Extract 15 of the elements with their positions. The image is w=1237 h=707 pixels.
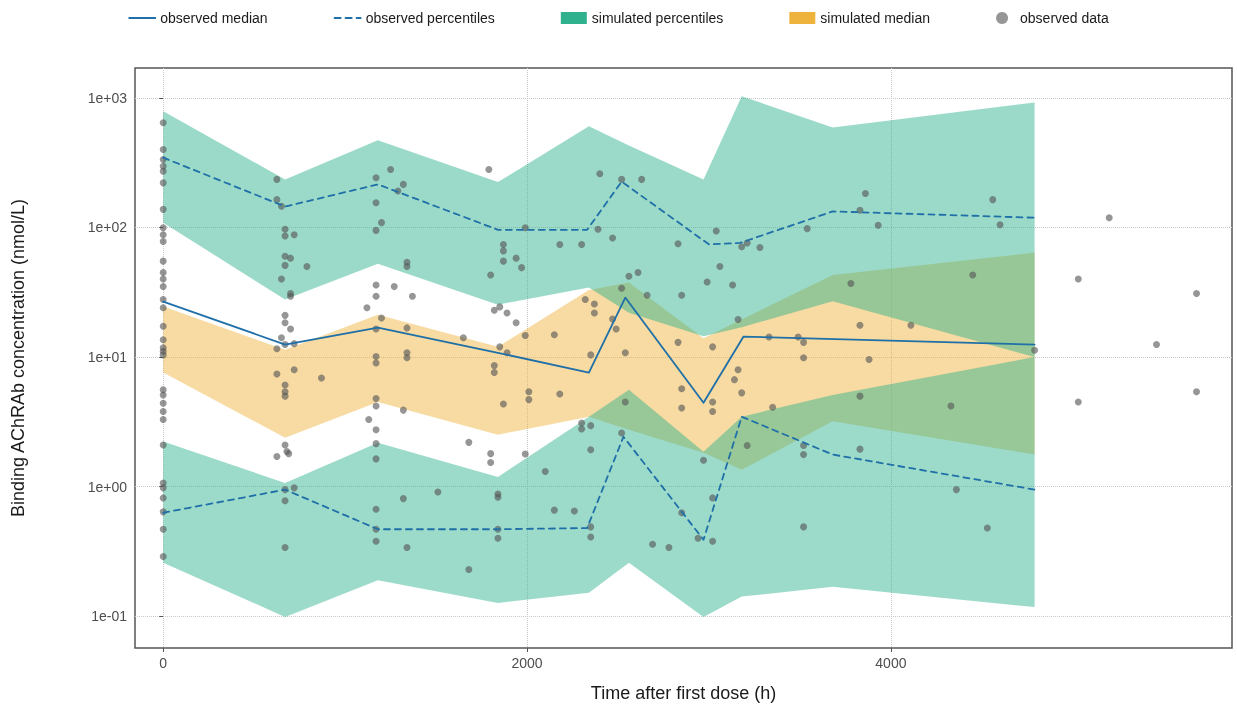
y-tick-label: 1e+03	[87, 89, 128, 106]
y-tick-label: 1e+02	[87, 219, 128, 236]
x-tick-label: 2000	[511, 655, 543, 671]
legend-label: observed data	[1020, 10, 1109, 26]
legend-label: simulated percentiles	[591, 10, 724, 26]
legend-label: observed percentiles	[365, 10, 495, 26]
y-tick-label: 1e-01	[91, 608, 128, 625]
legend-label: observed median	[160, 10, 268, 26]
x-tick-label: 0	[159, 655, 168, 671]
x-tick-label: 4000	[875, 655, 907, 671]
y-axis-title: Binding AChRAb concentration (nmol/L)	[8, 198, 28, 518]
x-axis-title: Time after first dose (h)	[590, 683, 777, 703]
y-tick-label: 1e+00	[87, 478, 128, 495]
legend-label: simulated median	[820, 10, 931, 26]
y-tick-label: 1e+01	[87, 349, 128, 366]
